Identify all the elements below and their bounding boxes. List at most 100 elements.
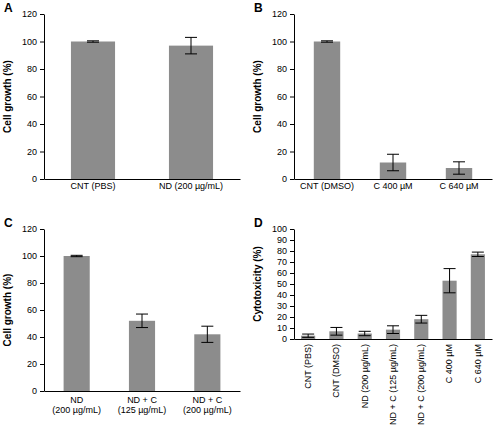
y-axis: 020406080100120	[22, 9, 45, 184]
error-cap	[71, 255, 83, 256]
y-tick-mark	[290, 152, 294, 153]
y-tick-label: 40	[27, 332, 37, 342]
plot: 020406080100120CNT (DMSO)C 400 µMC 640 µ…	[272, 9, 493, 191]
y-tick-label: 60	[27, 305, 37, 315]
y-tick-mark	[40, 364, 44, 365]
y-axis: 020406080100120	[22, 224, 45, 396]
error-bar	[393, 154, 394, 171]
error-cap	[185, 53, 197, 54]
y-tick: 80	[27, 278, 44, 288]
bar	[169, 46, 213, 179]
y-tick-mark	[290, 240, 294, 241]
y-tick: 60	[27, 305, 44, 315]
y-tick-mark	[40, 14, 44, 15]
x-tick-label: ND + C (200 µg/mL)	[416, 344, 426, 425]
error-cap	[359, 331, 371, 332]
x-tick-label: ND (200 µg/mL)	[159, 181, 223, 191]
error-cap	[453, 174, 465, 175]
y-tick-mark	[40, 97, 44, 98]
x-tick-label: CNT (PBS)	[303, 344, 313, 389]
y-tick: 70	[277, 257, 294, 267]
error-cap	[387, 154, 399, 155]
y-tick-mark	[290, 69, 294, 70]
error-cap	[444, 268, 456, 269]
error-bar	[364, 331, 365, 335]
x-tick: ND + C(200 µg/mL)	[183, 395, 232, 415]
y-axis-line	[294, 15, 295, 180]
panel-title: A	[4, 1, 13, 15]
panel: C020406080100120ND(200 µg/mL)ND + C(125 …	[2, 216, 241, 415]
y-tick-mark	[290, 42, 294, 43]
error-cap	[302, 334, 314, 335]
y-tick-mark	[40, 42, 44, 43]
bar	[71, 42, 115, 180]
error-bar	[336, 327, 337, 335]
bars	[71, 37, 213, 179]
error-cap	[71, 256, 83, 257]
y-tick-label: 40	[27, 119, 37, 129]
y-tick: 100	[272, 224, 294, 234]
y-tick: 0	[282, 174, 294, 184]
y-tick-label: 0	[32, 174, 37, 184]
bar	[194, 334, 220, 391]
y-tick-mark	[290, 229, 294, 230]
x-tick-label: C 640 µM	[473, 344, 483, 383]
x-tick: ND (200 µg/mL)	[159, 181, 223, 191]
y-tick-mark	[290, 273, 294, 274]
y-tick-label: 80	[277, 246, 287, 256]
y-tick-mark	[40, 179, 44, 180]
x-tick-label: C 400 µM	[373, 181, 412, 191]
error-cap	[415, 315, 427, 316]
x-tick: CNT (DMSO)	[300, 181, 354, 191]
error-cap	[330, 335, 342, 336]
error-cap	[359, 335, 371, 336]
x-tick-label: CNT (DMSO)	[331, 344, 341, 398]
y-tick-mark	[40, 391, 44, 392]
x-axis: CNT (PBS) CNT (DMSO) ND (200 µg/mL) ND + C …	[295, 340, 493, 425]
error-cap	[136, 327, 148, 328]
y-tick-label: 10	[277, 323, 287, 333]
y-tick-mark	[290, 97, 294, 98]
x-tick-label: ND + C(200 µg/mL)	[183, 395, 232, 415]
panel-title: D	[254, 216, 263, 230]
x-tick-label: ND + C (125 µg/mL)	[388, 344, 398, 425]
y-tick-mark	[40, 229, 44, 230]
bar	[314, 42, 340, 180]
y-tick: 80	[277, 246, 294, 256]
y-axis-line	[294, 230, 295, 340]
y-tick-mark	[290, 295, 294, 296]
y-axis: 0102030405060708090100	[272, 224, 295, 344]
x-tick: ND (200 µg/mL)	[360, 344, 370, 408]
error-cap	[321, 42, 333, 43]
y-tick-label: 20	[27, 147, 37, 157]
x-tick: C 640 µM	[439, 181, 478, 191]
y-tick: 80	[27, 64, 44, 74]
y-tick: 40	[27, 332, 44, 342]
error-cap	[201, 342, 213, 343]
x-tick: C 400 µM	[373, 181, 412, 191]
x-tick: ND + C (200 µg/mL)	[416, 344, 426, 425]
x-tick: CNT (DMSO)	[331, 344, 341, 398]
y-tick-label: 80	[277, 64, 287, 74]
panel: D 0102030405060708090100 CNT (PBS) CNT (DMS…	[252, 216, 493, 425]
error-cap	[136, 314, 148, 315]
y-tick: 60	[27, 92, 44, 102]
y-tick: 40	[277, 290, 294, 300]
error-cap	[387, 170, 399, 171]
y-tick-mark	[290, 262, 294, 263]
x-axis: CNT (PBS)ND (200 µg/mL)	[45, 180, 241, 192]
x-tick: C 400 µM	[444, 344, 454, 383]
error-bar	[207, 326, 208, 342]
x-tick: ND(200 µg/mL)	[52, 395, 101, 415]
y-tick: 40	[277, 119, 294, 129]
error-cap	[387, 333, 399, 334]
y-tick: 120	[272, 9, 294, 19]
panel-title: B	[254, 1, 263, 15]
y-tick-label: 100	[22, 37, 37, 47]
y-tick-mark	[290, 124, 294, 125]
y-tick-label: 60	[277, 92, 287, 102]
y-tick: 30	[277, 301, 294, 311]
y-tick-label: 120	[272, 9, 287, 19]
error-bar	[449, 269, 450, 293]
y-tick-label: 0	[32, 386, 37, 396]
